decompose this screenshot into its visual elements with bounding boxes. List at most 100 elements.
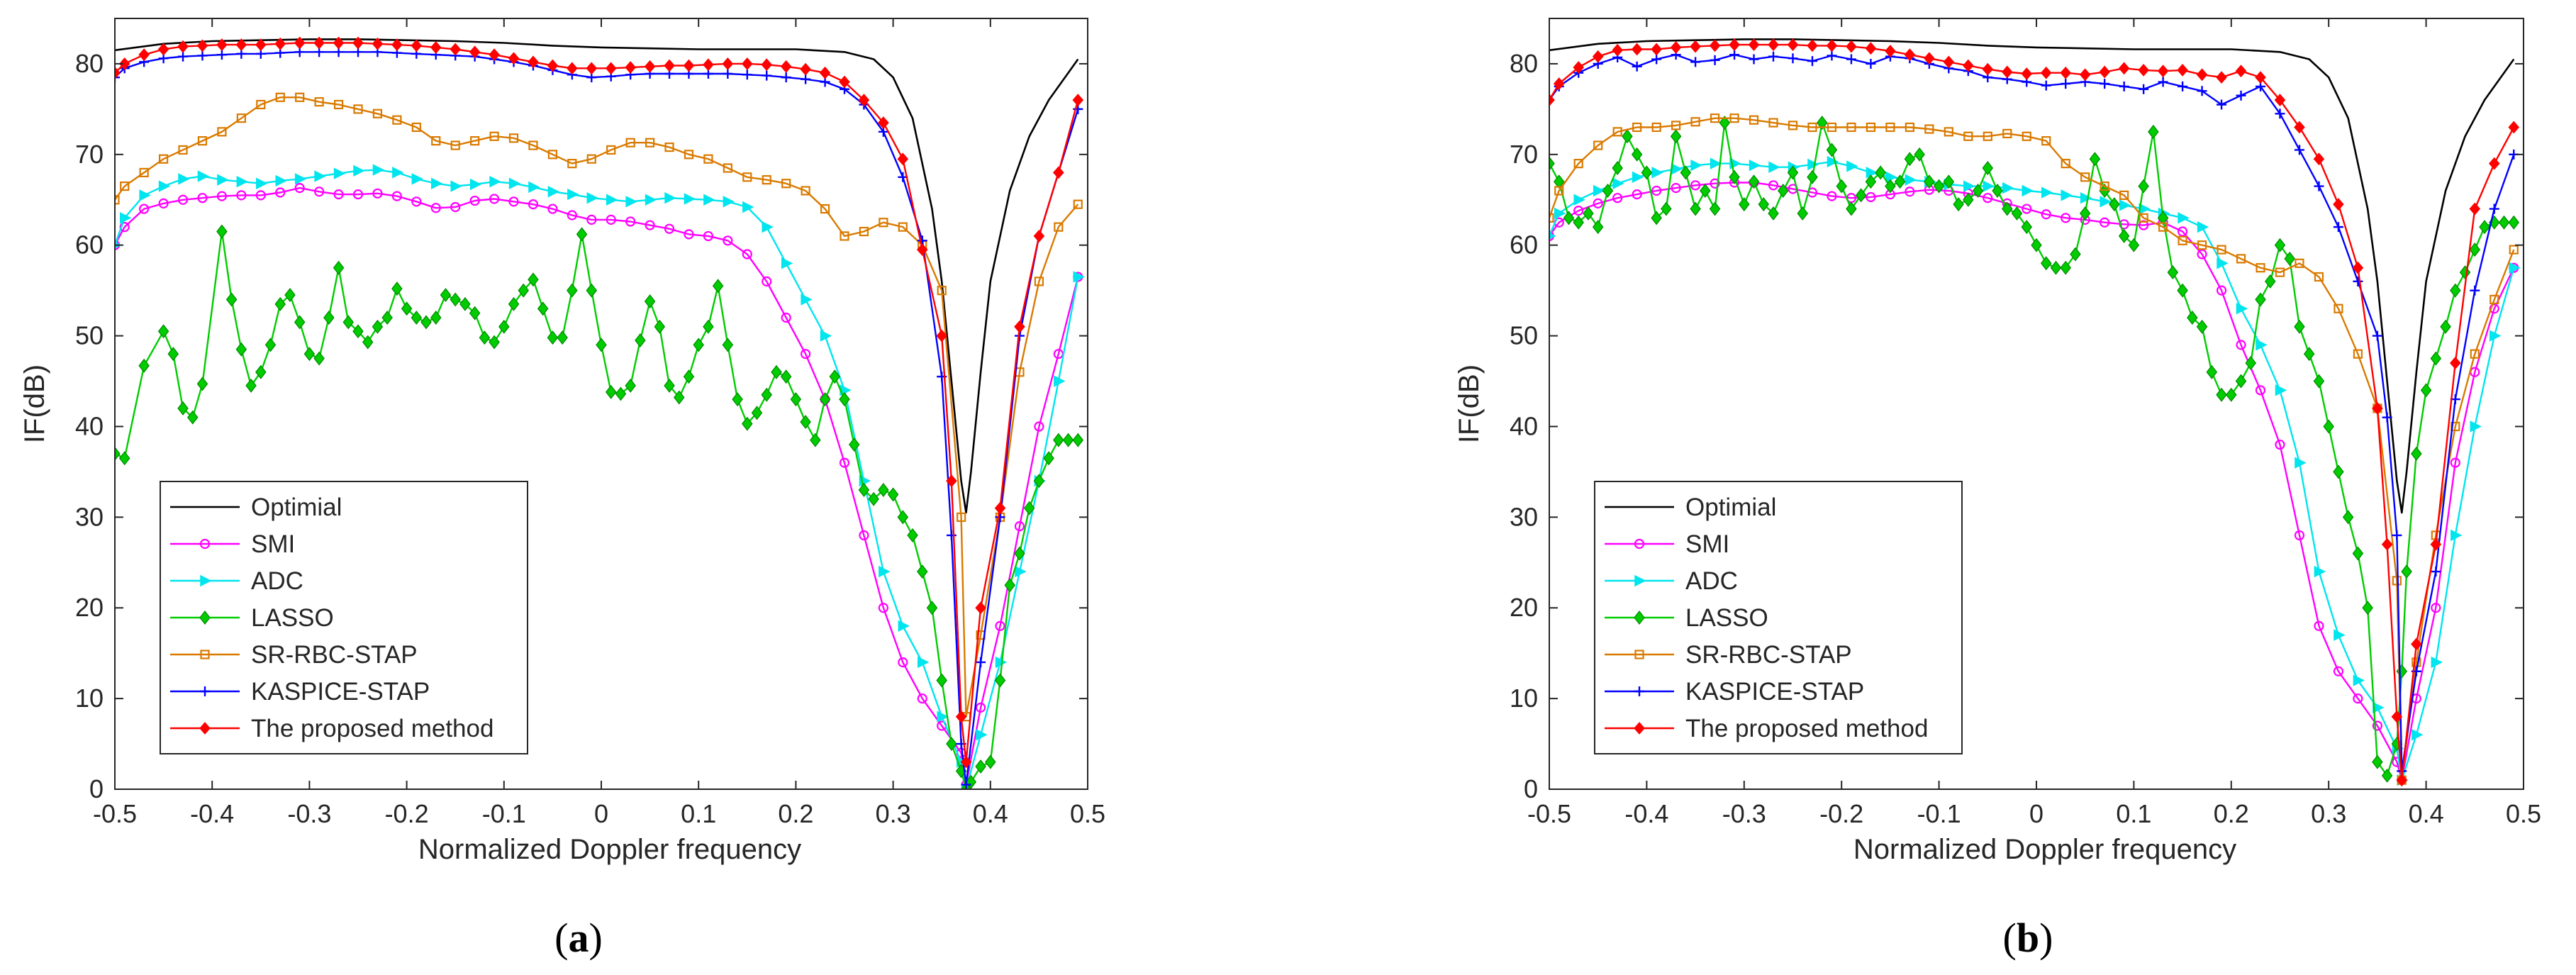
data-point-the-proposed-method <box>1072 94 1084 107</box>
data-point-the-proposed-method <box>469 45 481 59</box>
data-point-lasso <box>1729 169 1740 184</box>
data-point-lasso <box>245 378 257 393</box>
legend-marker <box>199 538 211 550</box>
data-point-sr-rbc-stap <box>1034 277 1044 286</box>
data-point-smi <box>2139 220 2149 230</box>
data-point-adc <box>217 174 229 186</box>
data-point-sr-rbc-stap <box>625 138 635 147</box>
data-point-smi <box>2216 285 2227 296</box>
data-point-adc <box>2197 221 2209 233</box>
data-point-smi <box>547 204 558 214</box>
data-point-kaspice-stap <box>2217 99 2227 110</box>
data-point-the-proposed-method <box>352 36 364 50</box>
data-point-lasso <box>654 319 666 334</box>
data-point-smi <box>2275 439 2285 450</box>
data-point-smi <box>975 702 986 713</box>
data-point-smi <box>1983 193 1993 204</box>
data-point-adc <box>879 565 891 578</box>
data-point-adc <box>2041 186 2053 199</box>
data-point-adc <box>139 189 151 201</box>
data-point-the-proposed-method <box>2001 65 2013 79</box>
x-tick-label: 0.3 <box>876 799 911 828</box>
data-point-lasso <box>897 510 909 525</box>
data-point-lasso <box>2401 564 2412 579</box>
data-point-the-proposed-method <box>1748 38 1760 51</box>
data-point-the-proposed-method <box>2021 67 2033 80</box>
data-point-sr-rbc-stap <box>256 99 266 110</box>
data-point-lasso <box>459 296 471 311</box>
data-point-adc <box>1846 160 1858 172</box>
data-point-the-proposed-method <box>2118 62 2130 75</box>
data-point-kaspice-stap <box>1729 50 1740 60</box>
data-point-lasso <box>411 311 423 325</box>
data-point-lasso <box>742 416 753 431</box>
data-point-smi <box>1014 521 1025 532</box>
data-point-lasso <box>2420 383 2432 398</box>
data-point-adc <box>898 620 910 633</box>
data-point-lasso <box>2070 247 2081 262</box>
data-point-kaspice-stap <box>1651 54 1662 65</box>
data-point-smi <box>684 229 694 240</box>
data-point-smi <box>801 349 811 360</box>
data-point-lasso <box>780 369 792 384</box>
data-point-lasso <box>848 438 860 452</box>
data-point-the-proposed-method <box>2060 66 2072 79</box>
data-point-smi <box>1827 191 1837 201</box>
legend-entry-smi: SMI <box>1605 530 1729 558</box>
data-point-lasso <box>810 433 821 447</box>
data-point-lasso <box>1573 215 1584 230</box>
data-point-adc <box>1885 171 1897 184</box>
data-point-kaspice-stap <box>2314 181 2324 191</box>
data-point-adc <box>664 191 676 204</box>
data-point-kaspice-stap <box>1827 50 1837 61</box>
data-point-adc <box>2509 262 2521 274</box>
data-point-smi <box>1768 180 1779 191</box>
data-point-kaspice-stap <box>2119 81 2129 91</box>
data-point-sr-rbc-stap <box>217 127 227 137</box>
data-point-kaspice-stap <box>946 530 957 540</box>
data-point-sr-rbc-stap <box>1593 140 1603 150</box>
data-point-sr-rbc-stap <box>1768 118 1778 128</box>
data-point-lasso <box>323 311 335 325</box>
data-point-lasso <box>274 296 286 311</box>
data-point-lasso <box>1748 174 1760 189</box>
data-point-smi <box>1866 191 1876 203</box>
data-point-lasso <box>186 410 199 425</box>
data-point-lasso <box>401 301 413 316</box>
data-point-the-proposed-method <box>2488 157 2500 170</box>
series-line-smi <box>115 186 1079 786</box>
legend-marker <box>1634 574 1646 587</box>
data-point-the-proposed-method <box>294 36 306 50</box>
y-axis-label: IF(dB) <box>1454 364 1485 443</box>
data-point-the-proposed-method <box>216 38 228 51</box>
data-point-smi <box>1034 421 1044 432</box>
data-point-kaspice-stap <box>1710 55 1720 65</box>
data-point-sr-rbc-stap <box>1866 122 1876 133</box>
data-point-the-proposed-method <box>780 60 792 73</box>
data-point-the-proposed-method <box>1768 38 1779 51</box>
legend-label: The proposed method <box>251 715 494 742</box>
legend-entry-the-proposed-method: The proposed method <box>170 715 494 742</box>
data-point-lasso <box>1622 129 1633 144</box>
data-point-adc <box>801 294 813 306</box>
data-point-sr-rbc-stap <box>2489 294 2499 305</box>
data-point-sr-rbc-stap <box>742 172 752 182</box>
data-point-kaspice-stap <box>2158 77 2168 87</box>
data-point-lasso <box>916 564 928 579</box>
data-point-kaspice-stap <box>2353 276 2363 286</box>
data-point-sr-rbc-stap <box>333 99 344 110</box>
data-point-the-proposed-method <box>975 601 986 615</box>
legend-entry-sr-rbc-stap: SR-RBC-STAP <box>170 641 418 669</box>
data-point-smi <box>1593 198 1603 208</box>
data-point-sr-rbc-stap <box>159 154 169 164</box>
data-point-smi <box>1905 186 1915 197</box>
data-point-the-proposed-method <box>1670 41 1682 54</box>
data-point-lasso <box>2226 387 2237 402</box>
data-point-the-proposed-method <box>2411 637 2422 651</box>
data-point-lasso <box>479 330 491 345</box>
legend-marker <box>1634 538 1645 550</box>
data-point-the-proposed-method <box>2396 774 2408 787</box>
data-point-lasso <box>2138 179 2149 194</box>
data-point-lasso <box>2031 238 2042 252</box>
x-tick-label: -0.3 <box>287 799 331 828</box>
